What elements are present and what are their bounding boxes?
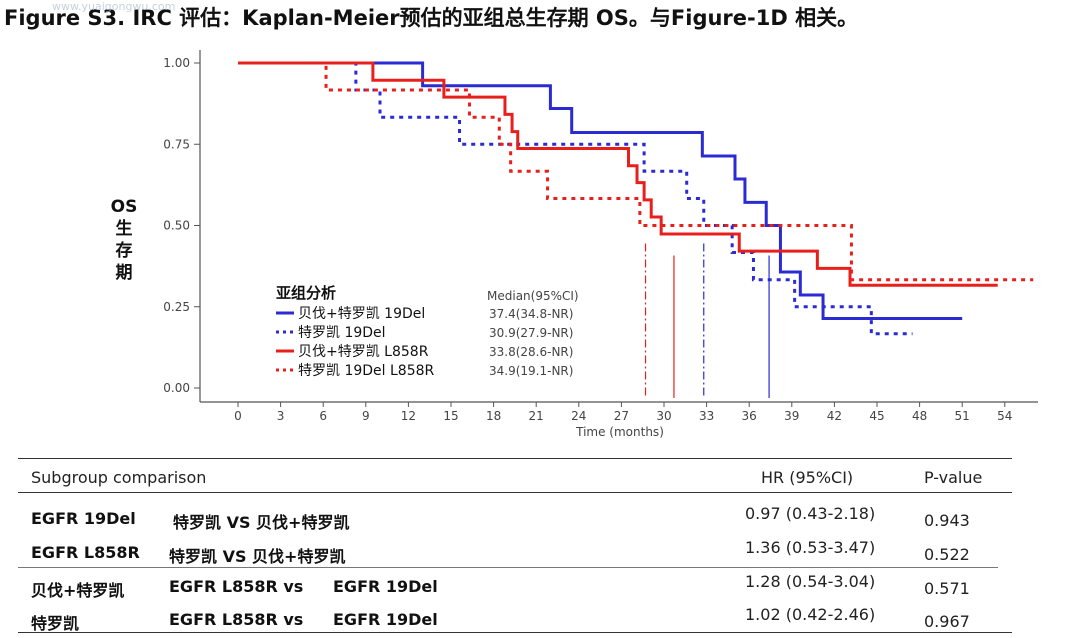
row-hr: 1.28 (0.54-3.04) (745, 572, 876, 591)
x-ticks: 0 3 6 9 12 15 18 21 24 27 30 33 36 39 42 45 48 51 54 (234, 402, 1012, 423)
x-axis-title: Time (months) (575, 425, 664, 439)
x-tick-label: 9 (362, 409, 370, 423)
table-bottom-rule (18, 632, 1012, 633)
header-pvalue: P-value (924, 468, 983, 487)
x-tick-label: 54 (997, 409, 1012, 423)
row-comparison-target: EGFR 19Del (333, 610, 438, 629)
y-tick-label: 1.00 (163, 56, 190, 70)
y-tick-label: 0.00 (163, 381, 190, 395)
row-comparison-target: EGFR 19Del (333, 577, 438, 596)
x-tick-label: 12 (401, 409, 416, 423)
x-tick-label: 6 (319, 409, 327, 423)
legend-median-header: Median(95%CI) (487, 289, 579, 303)
x-tick-label: 15 (443, 409, 458, 423)
row-subgroup: 特罗凯 (31, 614, 80, 633)
legend-label: 特罗凯 19Del L858R (298, 363, 435, 379)
row-pvalue: 0.571 (924, 579, 970, 598)
row-pvalue: 0.522 (924, 545, 970, 564)
series-line (238, 61, 998, 287)
series-layer (238, 61, 1034, 336)
row-subgroup: EGFR L858R (31, 543, 140, 562)
legend: 亚组分析 Median(95%CI) 贝伐+特罗凯 19Del 37.4(34.8… (276, 284, 579, 379)
y-ticks: 0.00 0.25 0.50 0.75 1.00 (163, 56, 200, 395)
table-header-rule (18, 492, 1012, 493)
x-tick-label: 24 (571, 409, 586, 423)
watermark: www.yuaigongwu.com (52, 0, 176, 13)
x-tick-label: 39 (784, 409, 799, 423)
x-tick-label: 0 (234, 409, 242, 423)
legend-label: 特罗凯 19Del (298, 325, 386, 341)
x-tick-label: 36 (742, 409, 757, 423)
y-tick-label: 0.50 (163, 219, 190, 233)
series-line (327, 61, 913, 336)
y-tick-label: 0.25 (163, 300, 190, 314)
row-comparison: EGFR L858R vs (169, 610, 304, 629)
legend-label: 贝伐+特罗凯 L858R (298, 344, 429, 360)
x-tick-label: 45 (869, 409, 884, 423)
x-tick-label: 42 (827, 409, 842, 423)
x-tick-label: 33 (699, 409, 714, 423)
row-comparison: EGFR L858R vs (169, 577, 304, 596)
row-hr: 0.97 (0.43-2.18) (745, 504, 876, 523)
row-hr: 1.02 (0.42-2.46) (745, 605, 876, 624)
km-chart: 0.000.250.500.751.00 0 3 6 9 12 15 18 21 24 27 30 3… (163, 50, 1038, 439)
y-axis-title-char: 生 (115, 219, 133, 239)
y-axis-title-char: OS (110, 197, 138, 217)
header-comparison: Subgroup comparison (31, 468, 207, 487)
row-subgroup: 贝伐+特罗凯 (31, 581, 125, 600)
x-tick-label: 48 (912, 409, 927, 423)
legend-title: 亚组分析 (276, 284, 336, 302)
table-top-rule (18, 458, 1012, 459)
x-tick-label: 18 (486, 409, 501, 423)
series-line (238, 61, 963, 320)
header-hr: HR (95%CI) (761, 468, 854, 487)
legend-median: 30.9(27.9-NR) (489, 326, 573, 340)
row-subgroup: EGFR 19Del (31, 509, 136, 528)
legend-median: 37.4(34.8-NR) (489, 307, 573, 321)
figure-title: Figure S3. IRC 评估：Kaplan-Meier预估的亚组总生存期 … (4, 6, 859, 30)
table-mid-rule (18, 567, 998, 568)
legend-median: 34.9(19.1-NR) (489, 364, 573, 378)
comparison-table: Subgroup comparison HR (95%CI) P-value E… (18, 458, 1012, 633)
y-axis-title-char: 存 (115, 241, 133, 261)
x-tick-label: 21 (529, 409, 544, 423)
row-hr: 1.36 (0.53-3.47) (745, 538, 876, 557)
series-line (301, 61, 1034, 282)
row-comparison: 特罗凯 VS 贝伐+特罗凯 (169, 547, 346, 566)
y-axis-title-char: 期 (115, 263, 133, 283)
x-tick-label: 30 (656, 409, 671, 423)
row-pvalue: 0.967 (924, 612, 970, 631)
x-tick-label: 51 (955, 409, 970, 423)
legend-label: 贝伐+特罗凯 19Del (298, 306, 425, 322)
row-comparison: 特罗凯 VS 贝伐+特罗凯 (173, 513, 350, 532)
legend-median: 33.8(28.6-NR) (489, 345, 573, 359)
y-axis-title: OS 生存期 (104, 196, 144, 284)
x-tick-label: 27 (614, 409, 629, 423)
x-tick-label: 3 (277, 409, 285, 423)
row-pvalue: 0.943 (924, 511, 970, 530)
legend-items: 贝伐+特罗凯 19Del 37.4(34.8-NR) 特罗凯 19Del 30.9(2… (276, 306, 573, 379)
median-lines (644, 243, 770, 398)
y-tick-label: 0.75 (163, 137, 190, 151)
